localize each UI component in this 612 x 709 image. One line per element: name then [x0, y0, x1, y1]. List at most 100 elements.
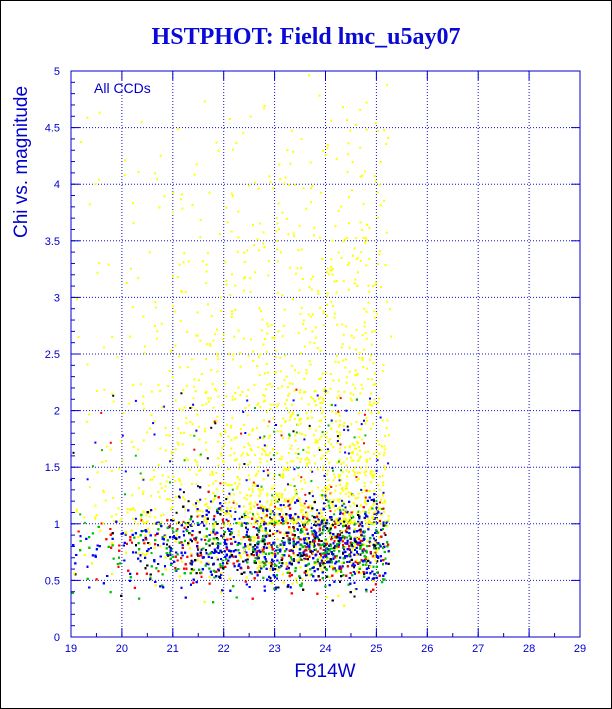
data-point	[238, 482, 241, 485]
data-point	[334, 360, 337, 363]
data-point	[177, 443, 180, 446]
data-point	[171, 305, 174, 307]
data-point	[244, 276, 246, 279]
data-point	[332, 379, 335, 382]
data-point	[304, 458, 307, 461]
data-point	[239, 428, 242, 431]
data-point	[349, 445, 351, 447]
data-point	[299, 498, 302, 501]
data-point	[309, 315, 312, 318]
data-point	[294, 434, 297, 437]
data-point	[304, 481, 307, 484]
data-point	[120, 517, 123, 520]
data-point	[211, 471, 214, 473]
data-point	[267, 425, 270, 427]
data-point	[163, 195, 166, 198]
data-point	[142, 395, 145, 398]
data-point	[330, 258, 333, 261]
data-point	[357, 492, 360, 495]
data-point	[351, 452, 354, 455]
data-point	[289, 266, 291, 269]
data-point	[263, 104, 266, 107]
data-point	[176, 276, 179, 279]
data-point	[372, 470, 375, 473]
data-point	[193, 385, 195, 388]
data-point	[231, 416, 234, 419]
data-point	[154, 306, 157, 309]
data-point	[335, 280, 338, 282]
data-point	[249, 115, 252, 118]
data-point	[364, 422, 367, 425]
data-point	[356, 479, 358, 482]
data-point	[245, 510, 248, 513]
data-point	[365, 466, 368, 469]
data-point	[329, 269, 332, 272]
data-point	[345, 485, 348, 487]
data-point	[315, 429, 317, 432]
data-point	[334, 225, 337, 228]
data-point	[249, 502, 252, 505]
data-point	[362, 510, 365, 513]
data-point	[366, 517, 369, 520]
data-point	[337, 507, 339, 510]
data-point	[227, 468, 230, 470]
data-point	[260, 329, 263, 332]
data-point	[279, 356, 282, 359]
data-point	[365, 101, 368, 104]
data-point	[387, 515, 390, 518]
data-point	[102, 491, 105, 494]
data-point	[377, 216, 379, 219]
data-point	[281, 437, 284, 439]
data-point	[319, 401, 322, 404]
data-point	[208, 342, 211, 345]
data-point	[171, 506, 174, 508]
data-point	[237, 386, 240, 389]
data-point	[320, 419, 323, 422]
data-point	[324, 521, 327, 524]
data-point	[281, 335, 284, 338]
data-point	[338, 431, 341, 434]
data-point	[249, 501, 252, 504]
data-point	[222, 489, 224, 492]
data-point	[298, 432, 301, 435]
data-point	[379, 204, 382, 207]
data-point	[278, 508, 281, 510]
data-point	[181, 291, 183, 293]
data-point	[340, 346, 343, 349]
data-point	[234, 284, 237, 287]
data-point	[290, 129, 293, 132]
data-point	[361, 174, 364, 177]
data-point	[326, 147, 329, 150]
data-point	[196, 413, 199, 416]
data-point	[322, 324, 325, 327]
data-point	[290, 364, 293, 367]
data-point	[172, 191, 175, 194]
data-point	[224, 261, 227, 264]
data-point	[281, 294, 284, 297]
data-point	[294, 369, 296, 372]
data-point	[321, 257, 324, 260]
data-point	[230, 315, 233, 318]
data-point	[354, 278, 357, 281]
data-point	[355, 237, 358, 240]
data-point	[346, 487, 348, 490]
data-point	[198, 438, 201, 441]
data-point	[123, 174, 126, 177]
data-point	[305, 369, 308, 372]
data-point	[382, 454, 385, 457]
data-point	[328, 461, 331, 464]
data-point	[282, 474, 285, 477]
data-point	[198, 469, 201, 472]
data-point	[213, 497, 216, 500]
data-point	[110, 515, 113, 518]
data-point	[297, 447, 300, 450]
data-point	[345, 469, 348, 472]
data-point	[338, 419, 341, 422]
data-point	[204, 441, 207, 444]
data-point	[296, 514, 299, 517]
data-point	[180, 198, 182, 201]
data-point	[282, 513, 285, 516]
data-point	[217, 464, 220, 467]
data-point	[130, 440, 133, 443]
data-point	[168, 369, 171, 372]
